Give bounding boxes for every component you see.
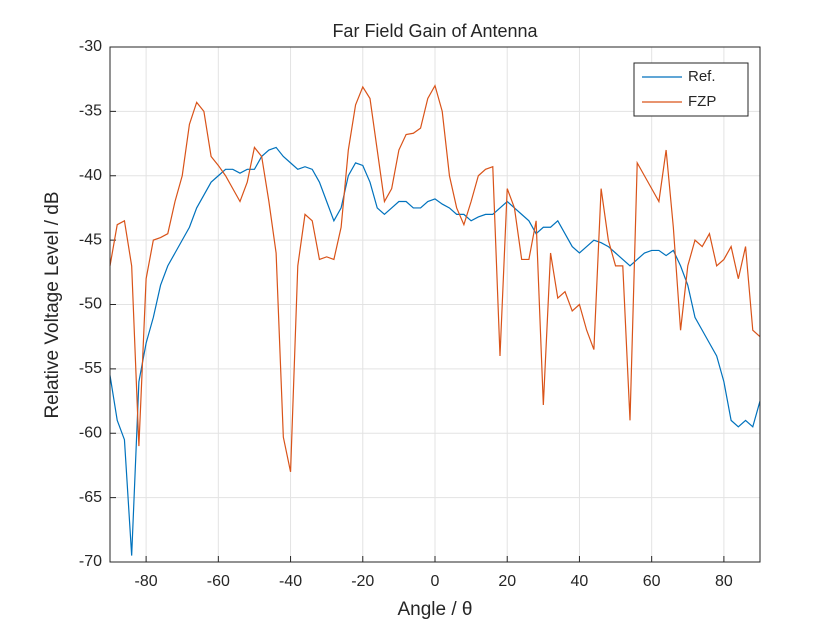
y-axis-label: Relative Voltage Level / dB xyxy=(42,191,63,418)
x-tick-label: 20 xyxy=(498,573,516,590)
x-tick-label: -20 xyxy=(351,573,374,590)
legend-label: Ref. xyxy=(688,68,716,85)
x-tick-label: -40 xyxy=(279,573,302,590)
y-tick-label: -70 xyxy=(79,553,102,570)
legend-label: FZP xyxy=(688,93,716,110)
axes-box xyxy=(109,46,761,563)
legend-box xyxy=(633,62,749,117)
x-axis-label: Angle / θ xyxy=(398,599,473,620)
x-tick-label: 40 xyxy=(571,573,589,590)
y-tick-label: -40 xyxy=(79,167,102,184)
chart-title: Far Field Gain of Antenna xyxy=(332,21,538,41)
y-tick-label: -50 xyxy=(79,296,102,313)
x-tick-label: 0 xyxy=(431,573,440,590)
x-tick-label: -80 xyxy=(135,573,158,590)
data-line xyxy=(109,84,761,473)
x-tick-label: 60 xyxy=(643,573,661,590)
y-tick-label: -60 xyxy=(79,424,102,441)
y-tick-label: -30 xyxy=(79,38,102,55)
x-tick-label: -60 xyxy=(207,573,230,590)
y-tick-label: -45 xyxy=(79,231,102,248)
y-tick-label: -65 xyxy=(79,489,102,506)
x-tick-label: 80 xyxy=(715,573,733,590)
y-tick-label: -55 xyxy=(79,360,102,377)
data-line xyxy=(109,146,761,556)
y-tick-label: -35 xyxy=(79,103,102,120)
